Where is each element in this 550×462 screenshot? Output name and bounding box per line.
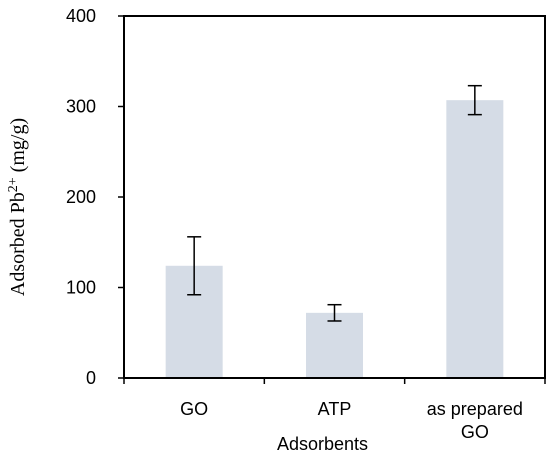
plot-frame	[123, 15, 546, 379]
bars	[165, 100, 504, 378]
y-tick-label: 200	[66, 187, 96, 207]
y-axis-title-superscript: 2+	[6, 177, 21, 192]
x-axis-category-labels: GO ATP as prepared GO	[180, 399, 523, 442]
x-axis-ticks	[123, 378, 546, 384]
y-tick-label: 100	[66, 278, 96, 298]
x-category-label: GO	[180, 399, 208, 419]
y-axis-ticks: 0 100 200 300 400	[66, 6, 124, 388]
error-bars	[187, 84, 482, 322]
y-axis-title-unit: (mg/g)	[7, 118, 29, 177]
error-bar	[467, 84, 482, 116]
y-axis-title-base: Adsorbed Pb	[7, 192, 29, 296]
x-axis-title: Adsorbents	[277, 434, 368, 454]
error-bar	[187, 236, 202, 296]
y-axis-title: Adsorbed Pb2+ (mg/g)	[6, 118, 30, 296]
y-tick-label: 0	[86, 368, 96, 388]
x-category-label: as prepared GO	[427, 399, 523, 442]
y-tick-label: 400	[66, 6, 96, 26]
bar-atp	[306, 312, 363, 378]
bar-as-prepared-go	[446, 100, 504, 378]
error-bar	[327, 303, 342, 322]
x-category-label: ATP	[318, 399, 352, 419]
y-tick-label: 300	[66, 97, 96, 117]
